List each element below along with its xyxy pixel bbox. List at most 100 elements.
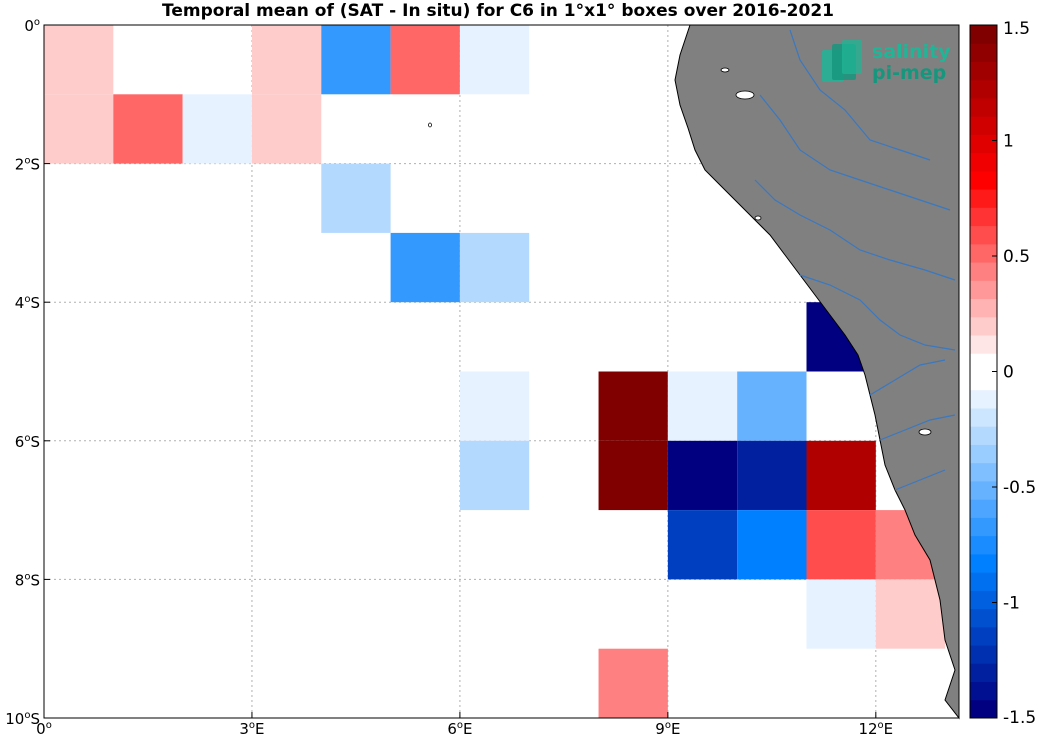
river-5 [869,359,946,396]
colorbar-segment [970,43,997,62]
colorbar-segment [970,243,997,263]
colorbar-segment [970,535,997,555]
land-mass [674,24,960,720]
heatmap-cell [321,163,391,233]
colorbar-segment [970,170,997,190]
island [754,215,762,221]
river-4 [799,274,956,351]
x-axis-ticks: 0o 3oE 6oE 9oE 12oE [36,712,893,738]
colorbar-tick-label: 0.5 [1003,247,1030,267]
colorbar-tick-label: -1 [1003,594,1020,614]
heatmap-cell [737,371,807,441]
colorbar-segment [970,371,997,391]
y-tick-label: 2oS [15,156,40,174]
x-tick-label: 12oE [858,720,893,738]
island [735,90,755,100]
colorbar-segment [970,626,997,646]
colorbar-segment [970,189,997,208]
colorbar-segment [970,61,997,81]
y-tick-label: 6oS [15,433,40,451]
colorbar-segment [970,608,997,628]
river-2 [759,94,951,211]
map-area [44,24,960,720]
colorbar-segment [970,298,997,318]
y-tick-label: 4oS [15,294,40,312]
colorbar-segment [970,645,997,664]
colorbar-tick-label: 1.5 [1003,19,1030,39]
heatmap-cell [737,440,807,511]
colorbar-segment [970,681,997,701]
colorbar-segment [970,262,997,281]
y-tick-label: 10oS [5,710,40,728]
heatmap-cell [875,579,946,649]
colorbar-tick-label: -1.5 [1003,708,1036,728]
heatmap-cell [390,25,460,95]
heatmap-cell [737,510,807,580]
rivers [754,29,956,491]
river-6 [879,414,956,441]
river-1 [789,29,931,161]
colorbar-segment [970,353,997,372]
heatmap-cell [806,579,876,649]
heatmap-cell [251,25,322,95]
colorbar-segment [970,553,997,573]
x-tick-label: 6oE [447,720,472,738]
heatmap-cell [113,94,183,164]
island [428,122,432,128]
heatmap-cell [459,232,530,303]
logo-line-1: salinity [872,41,951,63]
colorbar-segment [970,225,997,245]
colorbar-segment [970,426,997,445]
heatmap-cell [44,94,114,164]
colorbar-segment [970,462,997,482]
colorbar-segment [970,407,997,427]
heatmap-cell [598,648,668,718]
x-tick-label: 9oE [655,720,680,738]
colorbar-segment [970,572,997,591]
x-tick-label: 3oE [239,720,264,738]
colorbar-segment [970,79,997,99]
heatmap-cell [667,440,738,511]
heatmap-cell [321,25,391,95]
heatmap-cell [459,25,530,95]
heatmap-cell [806,440,876,511]
chart-title: Temporal mean of (SAT - In situ) for C6 … [162,1,834,21]
y-tick-label: 0o [24,17,40,35]
colorbar-segment [970,152,997,172]
y-tick-label: 8oS [15,571,40,589]
y-axis-ticks: 0o 2oS 4oS 6oS 8oS 10oS [5,17,50,728]
coastal-islands [428,67,932,436]
colorbar-segment [970,316,997,336]
map-frame [43,24,960,719]
heatmap-cell [598,440,668,511]
heatmap-cell [459,371,530,441]
colorbar-tick-label: 1 [1003,132,1014,152]
colorbar-segment [970,444,997,464]
colorbar-segment [970,207,997,227]
colorbar-segment [970,134,997,154]
heatmap-cell [182,94,252,164]
heatmap-cell [598,371,668,441]
colorbar-tick-label: 0 [1003,363,1014,383]
heatmap-cell [667,371,738,441]
colorbar-segment [970,389,997,409]
heatmap-cell [667,510,738,580]
colorbar-segment [970,335,997,354]
colorbar-segment [970,25,997,44]
island [720,67,730,73]
heatmap-cell [459,440,530,511]
colorbar [969,24,998,719]
colorbar-segment [970,499,997,518]
river-7 [894,469,946,491]
colorbar-segment [970,97,997,117]
colorbar-segment [970,480,997,500]
colorbar-ticks: 1.5 1 0.5 0 -0.5 -1 -1.5 [992,19,1036,728]
island [918,428,932,436]
colorbar-tick-label: -0.5 [1003,478,1036,498]
colorbar-segment [970,280,997,300]
heatmap-cell [390,232,460,303]
river-3 [754,179,956,281]
logo-line-2: pi-mep [872,62,946,84]
heatmap-cell [251,94,322,164]
